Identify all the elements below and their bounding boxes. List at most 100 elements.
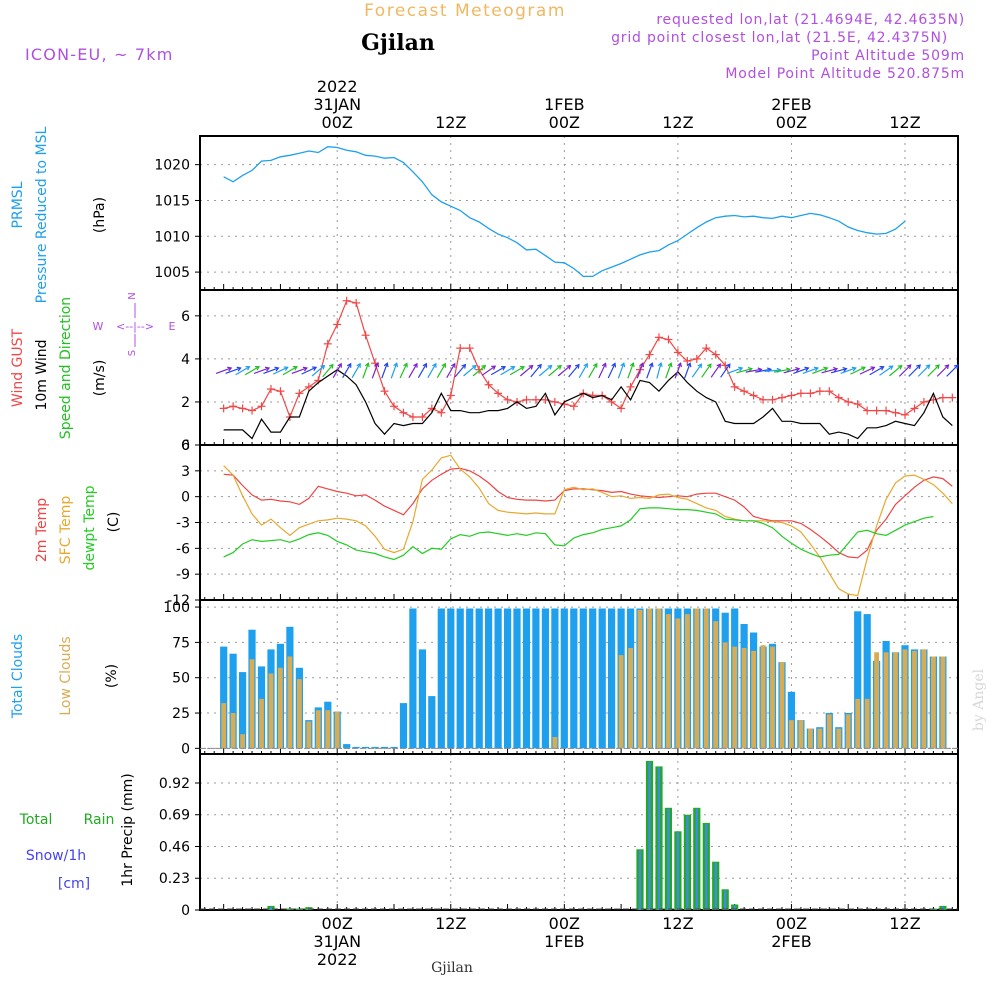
wind-direction-arrowhead xyxy=(795,366,801,372)
wind-direction-arrow xyxy=(301,366,317,375)
low-cloud-bar xyxy=(325,710,331,749)
dewpt-temp-line xyxy=(223,507,934,561)
wind-direction-arrow xyxy=(927,364,940,377)
wind-direction-arrow xyxy=(417,363,427,378)
wind-direction-arrowhead xyxy=(592,362,598,368)
wind-direction-arrow xyxy=(898,364,912,377)
wind-direction-arrow xyxy=(646,363,653,379)
pressure-panel: PRMSL Pressure Reduced to MSL (hPa) 1005… xyxy=(10,126,959,303)
total-cloud-bar xyxy=(343,744,351,749)
wind-direction-arrowhead xyxy=(925,364,931,370)
total-cloud-bar xyxy=(371,746,379,749)
low-cloud-bar xyxy=(845,714,851,749)
compass-w: W xyxy=(93,320,104,333)
wind-direction-arrowhead xyxy=(461,363,467,369)
compass-arrow-we: <--|--> xyxy=(116,320,154,333)
wind-direction-arrowhead xyxy=(441,362,446,368)
wind-direction-arrowhead xyxy=(393,362,399,368)
wind-direction-arrowhead xyxy=(667,362,673,368)
low-cloud-bar xyxy=(240,734,245,749)
wind-direction-arrow xyxy=(684,363,691,379)
low-cloud-bar xyxy=(675,618,681,749)
watermark: by Angel xyxy=(971,668,987,731)
wind-direction-arrow xyxy=(802,367,819,375)
wind-direction-arrowhead xyxy=(236,366,242,372)
snow-bar xyxy=(714,862,717,910)
bottom-tick-label-5: 12Z xyxy=(889,914,920,933)
wind-direction-arrowhead xyxy=(283,366,289,372)
wind-direction-arrowhead xyxy=(916,364,921,370)
wind-direction-arrow xyxy=(390,363,398,379)
wind-direction-arrowhead xyxy=(346,362,352,368)
y-tick-label-5: 3 xyxy=(181,464,190,480)
wind-direction-arrowhead xyxy=(292,366,298,371)
low-cloud-bar xyxy=(334,711,340,749)
wind-direction-arrowhead xyxy=(686,362,692,368)
total-cloud-bar xyxy=(437,608,445,749)
wind-direction-arrowhead xyxy=(747,366,753,372)
wind-direction-arrow xyxy=(322,364,334,378)
compass-s: S xyxy=(127,350,138,356)
total-cloud-bar xyxy=(220,646,228,749)
bottom-tick-year-0: 2022 xyxy=(317,950,358,969)
wind-direction-arrowhead xyxy=(245,366,251,371)
wind-direction-arrow xyxy=(530,364,542,378)
wind-direction-arrow xyxy=(519,365,533,377)
low-cloud-bar xyxy=(770,646,775,749)
snow-bar xyxy=(695,808,698,910)
wind-direction-arrowhead xyxy=(897,364,903,370)
wind-direction-arrowhead xyxy=(725,363,731,369)
y-tick-label-2: 1015 xyxy=(154,193,190,209)
wind-direction-arrow xyxy=(557,365,571,377)
pressure-line xyxy=(223,146,906,278)
low-cloud-bar xyxy=(315,710,321,749)
top-tick-label-4: 00Z xyxy=(776,113,807,132)
wind-direction-arrowhead xyxy=(312,366,318,372)
wind-direction-arrowhead xyxy=(953,364,959,370)
total-cloud-bar xyxy=(447,608,455,749)
wind-direction-arrowhead xyxy=(851,366,857,372)
snow-bar xyxy=(686,815,689,910)
wind-direction-arrow xyxy=(674,363,682,379)
wind-direction-arrow xyxy=(272,366,288,375)
wind-direction-arrow xyxy=(908,364,921,377)
total-cloud-bar xyxy=(579,608,587,749)
wind-direction-arrowhead xyxy=(738,366,744,372)
cloud-unit-label: (%) xyxy=(104,664,120,688)
bottom-tick-label-4: 00Z xyxy=(776,914,807,933)
top-tick-date-2: 1FEB xyxy=(544,95,584,114)
wind-direction-arrow xyxy=(859,366,875,375)
total-cloud-bar xyxy=(239,672,247,749)
total-cloud-bar xyxy=(541,608,549,749)
total-cloud-bar xyxy=(589,608,597,749)
wind-direction-arrow xyxy=(446,363,456,378)
point-altitude: Point Altitude 509m xyxy=(811,48,965,64)
wind-direction-arrow xyxy=(332,363,342,378)
wind-direction-arrow xyxy=(617,363,625,379)
wind-direction-arrowhead xyxy=(629,362,635,368)
wind-direction-arrowhead xyxy=(537,363,542,369)
low-cloud-bar xyxy=(259,698,264,749)
top-tick-label-0: 00Z xyxy=(322,113,353,132)
low-cloud-bar xyxy=(826,714,832,749)
total-cloud-bar xyxy=(863,614,871,749)
sfc-temp-line xyxy=(223,454,953,597)
wind-direction-arrowhead xyxy=(320,364,326,370)
wind-direction-arrow xyxy=(578,363,588,378)
wind-direction-arrowhead xyxy=(556,364,562,370)
footer-location: Gjilan xyxy=(431,960,473,976)
temp-side-label-2: SFC Temp xyxy=(58,496,74,565)
wind-direction-arrow xyxy=(745,368,762,373)
wind-direction-arrowhead xyxy=(657,361,663,368)
wind-direction-arrowhead xyxy=(944,364,950,370)
precip-side-snow: Snow/1h xyxy=(26,848,86,864)
wind-direction-arrowhead xyxy=(574,363,580,369)
wind-direction-arrow xyxy=(736,368,753,374)
low-cloud-bar xyxy=(268,673,274,749)
total-cloud-bar xyxy=(485,608,493,749)
pressure-side-label-2: Pressure Reduced to MSL xyxy=(34,126,50,303)
wind-direction-arrowhead xyxy=(716,363,721,369)
snow-bar xyxy=(733,905,736,910)
